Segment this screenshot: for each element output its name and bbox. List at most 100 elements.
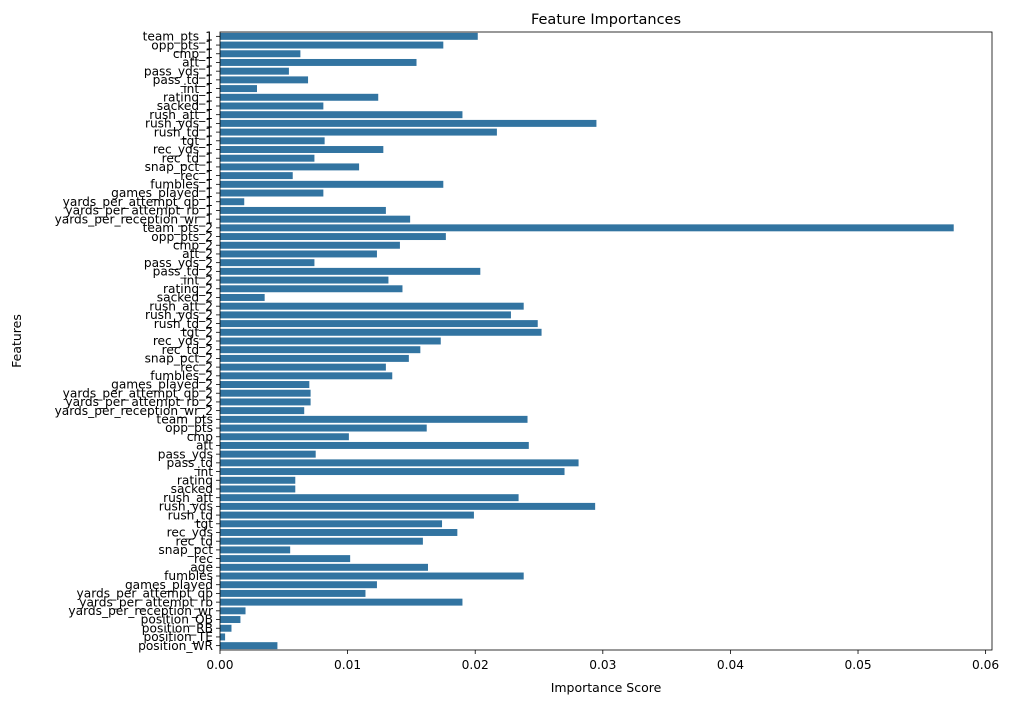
bar-position_TE [220, 633, 226, 641]
bar-rec_1 [220, 172, 293, 180]
bar-rec_yds_2 [220, 337, 441, 345]
y-tick-label-rush_yds_2: rush_yds_2 [145, 308, 213, 322]
bar-position_QB [220, 616, 241, 624]
y-tick-label-rush_td: rush_td [168, 508, 213, 522]
bar-rush_td [220, 511, 474, 519]
y-tick-label-rush_att: rush_att [163, 491, 213, 505]
bar-team_pts_1 [220, 32, 478, 40]
y-tick-label-rec_yds: rec_yds [167, 526, 213, 540]
bar-fumbles_1 [220, 180, 444, 188]
bar-rec_td_2 [220, 346, 421, 354]
bar-tgt_2 [220, 328, 542, 336]
bar-pass_td_1 [220, 76, 309, 84]
bar-rating_1 [220, 93, 379, 101]
bar-tgt_1 [220, 137, 325, 145]
y-tick-label-rec_yds_2: rec_yds_2 [153, 334, 213, 348]
y-tick-label-rec_td: rec_td [175, 534, 213, 548]
bar-fumbles [220, 572, 524, 580]
y-tick-label-yards_per_attempt_rb_1: yards_per_attempt_rb_1 [65, 204, 213, 218]
bar-yards_per_reception_wr_2 [220, 407, 305, 415]
chart-title: Feature Importances [531, 12, 681, 28]
y-tick-label-tgt_2: tgt_2 [182, 326, 213, 340]
bar-rating [220, 476, 296, 484]
y-tick-label-rec_td_1: rec_td_1 [162, 151, 213, 165]
y-tick-label-games_played: games_played [125, 578, 213, 592]
y-tick-label-att_1: att_1 [182, 56, 213, 70]
x-tick-label-6: 0.06 [972, 658, 999, 672]
bar-team_pts_2 [220, 224, 954, 232]
bar-opp_pts [220, 424, 427, 432]
y-tick-label-rec_yds_1: rec_yds_1 [153, 143, 213, 157]
y-tick-label-rush_att_2: rush_att_2 [149, 299, 213, 313]
y-tick-label-rating_1: rating_1 [163, 90, 213, 104]
bar-rush_yds [220, 502, 596, 510]
y-tick-label-fumbles_1: fumbles_1 [150, 178, 213, 192]
y-tick-label-age: age [190, 561, 213, 575]
y-tick-label-fumbles: fumbles [164, 569, 213, 583]
bar-games_played_2 [220, 381, 310, 388]
bar-pass_td_2 [220, 267, 481, 275]
bar-rush_att_1 [220, 111, 463, 119]
x-axis-label: Importance Score [551, 680, 662, 695]
y-tick-label-team_pts: team_pts [156, 413, 213, 427]
y-tick-label-rush_att_1: rush_att_1 [149, 108, 213, 122]
y-tick-label-yards_per_reception_wr: yards_per_reception_wr [68, 604, 214, 618]
bar-sacked_1 [220, 102, 324, 110]
bar-tgt [220, 520, 443, 528]
y-tick-label-yards_per_attempt_rb_2: yards_per_attempt_rb_2 [65, 395, 213, 409]
bar-yards_per_reception_wr_1 [220, 215, 411, 223]
bar-rec_td [220, 537, 423, 545]
y-tick-label-opp_pts: opp_pts [165, 421, 213, 435]
bar-yards_per_reception_wr [220, 607, 246, 615]
y-tick-label-pass_yds_1: pass_yds_1 [144, 64, 213, 78]
bar-rec_td_1 [220, 154, 315, 162]
bar-att_2 [220, 250, 377, 258]
y-tick-label-pass_yds: pass_yds [158, 447, 213, 461]
bar-snap_pct_2 [220, 354, 409, 362]
y-tick-label-snap_pct_2: snap_pct_2 [145, 352, 213, 366]
bar-att_1 [220, 58, 417, 66]
y-tick-label-int: int [197, 465, 213, 479]
bar-pass_yds_2 [220, 259, 315, 267]
bar-rush_td_2 [220, 320, 538, 328]
y-tick-label-yards_per_attempt_qb_1: yards_per_attempt_qb_1 [63, 195, 213, 209]
y-tick-label-opp_pts_2: opp_pts_2 [151, 230, 213, 244]
x-tick-label-2: 0.02 [462, 658, 489, 672]
bar-rush_yds_2 [220, 311, 511, 319]
bar-opp_pts_2 [220, 233, 446, 241]
bar-snap_pct [220, 546, 291, 554]
y-tick-label-games_played_2: games_played_2 [111, 378, 213, 392]
y-tick-label-rec_1: rec_1 [180, 169, 213, 183]
bar-yards_per_attempt_qb_1 [220, 198, 245, 206]
bar-rating_2 [220, 285, 403, 293]
y-tick-label-position_TE: position_TE [143, 630, 213, 644]
bar-int_1 [220, 85, 257, 93]
y-tick-label-rush_yds_1: rush_yds_1 [145, 117, 213, 131]
y-tick-label-position_WR: position_WR [138, 639, 213, 653]
bar-yards_per_attempt_rb [220, 598, 463, 606]
y-tick-label-position_QB: position_QB [141, 613, 213, 627]
y-tick-label-yards_per_reception_wr_1: yards_per_reception_wr_1 [55, 212, 213, 226]
y-tick-label-rush_yds: rush_yds [159, 500, 213, 514]
y-tick-label-cmp_1: cmp_1 [173, 47, 213, 61]
y-tick-label-att_2: att_2 [182, 247, 213, 261]
y-tick-label-fumbles_2: fumbles_2 [150, 369, 213, 383]
x-tick-label-4: 0.04 [717, 658, 744, 672]
bar-rush_att_2 [220, 302, 524, 310]
bar-rec_yds_1 [220, 146, 384, 153]
y-tick-label-cmp: cmp [187, 430, 214, 444]
bars-group [220, 32, 954, 650]
bar-yards_per_attempt_rb_1 [220, 206, 386, 214]
y-tick-label-att: att [196, 439, 213, 453]
bar-cmp [220, 433, 349, 441]
y-tick-label-sacked_1: sacked_1 [157, 99, 213, 113]
bar-pass_td [220, 459, 579, 467]
bar-snap_pct_1 [220, 163, 360, 171]
y-tick-label-yards_per_attempt_qb: yards_per_attempt_qb [77, 587, 214, 601]
y-tick-label-rating: rating [177, 473, 213, 487]
y-tick-label-cmp_2: cmp_2 [173, 238, 213, 252]
bar-yards_per_attempt_rb_2 [220, 398, 311, 406]
y-tick-label-rec: rec [194, 552, 213, 566]
bar-int_2 [220, 276, 389, 284]
